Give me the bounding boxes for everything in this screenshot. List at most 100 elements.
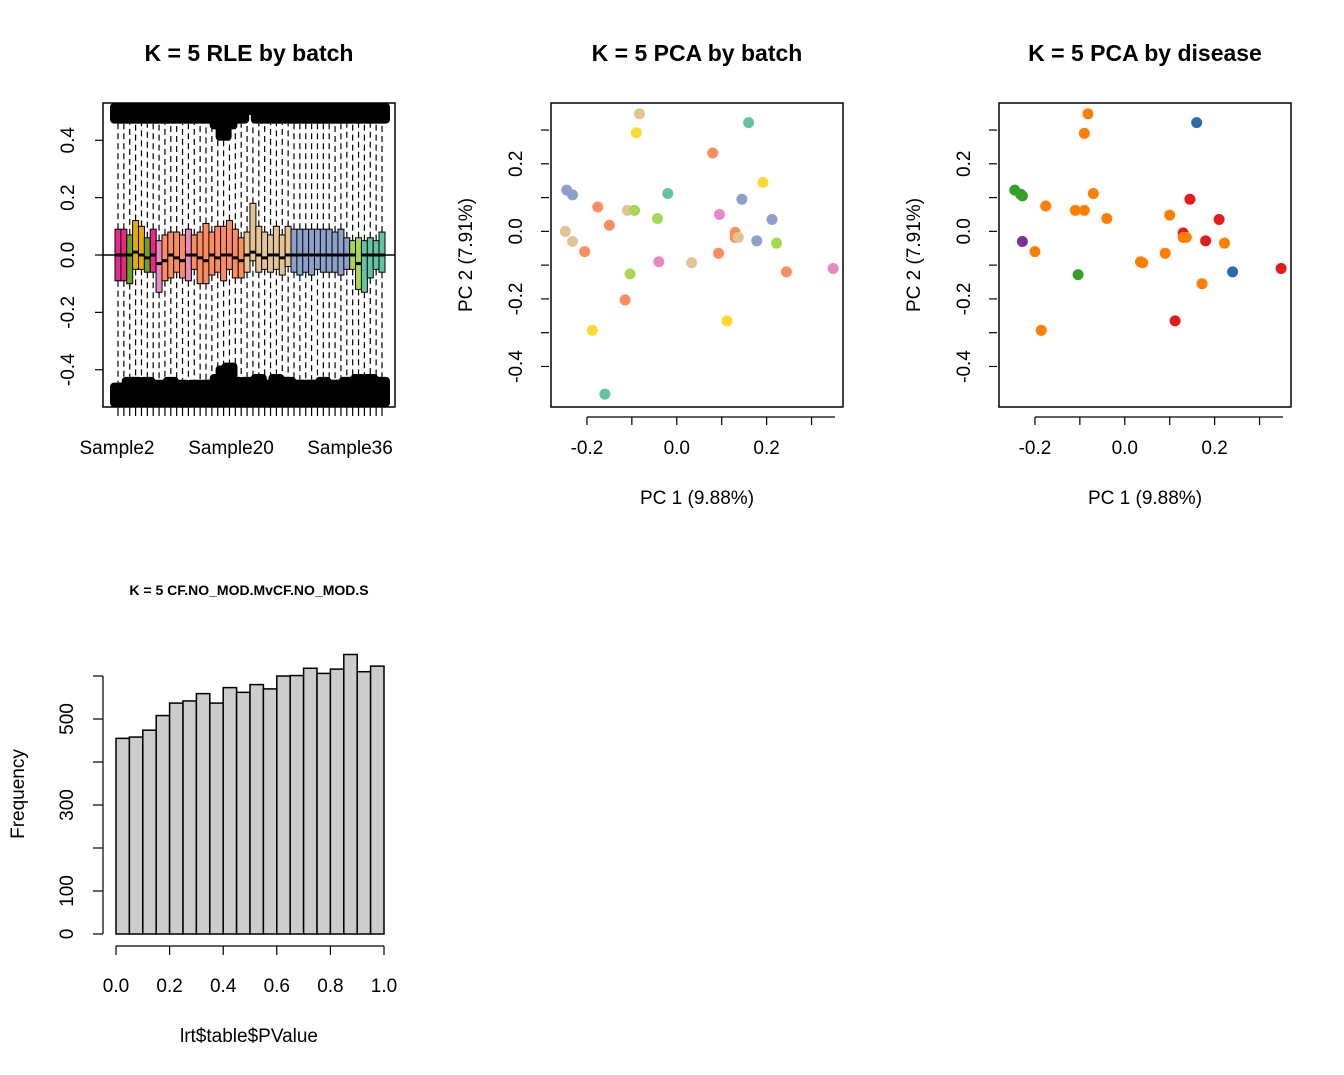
pca-batch-y-label: PC 2 (7.91%) [456, 198, 477, 312]
pca-batch-point [630, 127, 642, 139]
rle-box [290, 228, 298, 273]
pca-disease-y-tick-label: 0.2 [954, 151, 975, 177]
rle-box [272, 225, 280, 270]
pca-batch-point [653, 256, 665, 268]
rle-y-axis: -0.4 -0.2 0.0 0.2 0.4 [58, 127, 103, 386]
histogram-bar [289, 674, 305, 935]
pca-batch-point [766, 214, 778, 226]
rle-box [126, 234, 134, 285]
histogram-bar [209, 702, 224, 935]
histogram-bar [262, 688, 278, 935]
pca-disease-point [1184, 193, 1196, 205]
histogram-bar [235, 691, 251, 935]
pca-disease-point [1191, 117, 1203, 129]
pca-disease-panel: K = 5 PCA by disease -0.2 0.0 0.2 -0.4 -0.2 0… [904, 40, 1292, 509]
rle-box [319, 228, 327, 273]
pca-batch-axes: -0.2 0.0 0.2 -0.4 -0.2 0.0 0.2 [506, 129, 835, 459]
pca-batch-point [713, 247, 725, 259]
histogram-x-tick-label: 0.6 [264, 976, 290, 997]
pca-batch-point [651, 213, 663, 225]
rle-box [161, 234, 169, 282]
rle-outliers-low [374, 376, 390, 407]
rle-x-tick-label: Sample2 [80, 438, 155, 459]
pca-batch-y-tick-label: 0.0 [506, 218, 527, 244]
histogram-axes: 0 100 300 500 0.0 0.2 0.4 0.6 0.8 1.0 [57, 675, 397, 997]
pca-disease-y-tick-label: 0.0 [954, 218, 975, 244]
pca-batch-point [751, 235, 763, 247]
pca-batch-y-tick-label: -0.2 [506, 283, 527, 316]
rle-box [137, 225, 145, 270]
pca-batch-points [559, 108, 839, 400]
pca-disease-point [1029, 246, 1041, 258]
pca-disease-points [1009, 108, 1287, 336]
pca-disease-y-tick-label: -0.2 [954, 283, 975, 316]
pca-disease-point [1219, 237, 1231, 249]
pca-batch-point [592, 201, 604, 213]
histogram-y-label: Frequency [8, 749, 29, 839]
pca-disease-point [1078, 204, 1090, 216]
pca-batch-point [713, 208, 725, 220]
histogram-y-tick-label: 500 [57, 703, 78, 735]
pca-batch-point [619, 294, 631, 306]
rle-box [255, 225, 263, 273]
pca-batch-x-tick-label: -0.2 [571, 438, 604, 459]
histogram-bar [316, 672, 332, 935]
pca-batch-point [707, 147, 719, 159]
histogram-bar [302, 667, 318, 935]
pca-disease-point [1169, 315, 1181, 327]
pca-disease-point [1101, 213, 1113, 225]
pca-batch-point [567, 189, 579, 201]
pca-disease-point [1078, 127, 1090, 139]
rle-box [155, 240, 163, 293]
histogram-bar [115, 737, 131, 935]
pca-disease-y-tick-label: -0.4 [954, 350, 975, 383]
pca-disease-title: K = 5 PCA by disease [1028, 40, 1262, 66]
pca-batch-point [827, 263, 839, 275]
pca-disease-point [1040, 200, 1052, 212]
pca-disease-x-label: PC 1 (9.88%) [1088, 488, 1202, 509]
pca-batch-point [629, 204, 641, 216]
pca-disease-point [1275, 263, 1287, 275]
rle-boxes [103, 103, 395, 407]
pca-batch-point [721, 315, 733, 327]
histogram-bar [222, 686, 238, 935]
pca-disease-point [1035, 324, 1047, 336]
rle-box [331, 231, 339, 273]
rle-box [325, 228, 333, 273]
rle-box [366, 237, 374, 279]
pca-batch-title: K = 5 PCA by batch [592, 40, 803, 66]
histogram-title: K = 5 CF.NO_MOD.MvCF.NO_MOD.S [129, 582, 368, 598]
pca-batch-point [559, 225, 571, 237]
pca-disease-x-tick-label: 0.2 [1201, 438, 1227, 459]
histogram-x-tick-label: 0.0 [103, 976, 129, 997]
rle-panel: K = 5 RLE by batch -0.4 -0.2 0.0 0.2 0.4 Sam… [58, 40, 396, 459]
rle-box [284, 225, 292, 267]
pca-disease-point [1072, 269, 1084, 281]
histogram-bar [356, 670, 372, 935]
pca-batch-point [732, 231, 744, 243]
rle-box [243, 231, 251, 273]
rle-box [237, 237, 245, 279]
pca-disease-plot-frame [998, 102, 1292, 408]
histogram-y-tick-label: 300 [57, 789, 78, 821]
rle-box [360, 240, 368, 293]
histogram-bar [195, 692, 211, 935]
pca-batch-point [743, 117, 755, 129]
rle-box [337, 228, 345, 276]
histogram-y-tick-label: 0 [57, 929, 78, 940]
rle-box [302, 228, 310, 273]
rle-box [202, 222, 210, 285]
histogram-y-tick-label: 100 [57, 875, 78, 907]
pca-batch-point [736, 193, 748, 205]
pca-disease-point [1159, 247, 1171, 259]
pca-batch-x-tick-label: 0.0 [664, 438, 690, 459]
rle-box [261, 231, 269, 270]
pca-disease-point [1164, 209, 1176, 221]
pca-disease-point [1227, 266, 1239, 278]
histogram-x-tick-label: 1.0 [371, 976, 397, 997]
histogram-bar [155, 714, 171, 935]
pca-batch-point [686, 257, 698, 269]
rle-x-tick-label: Sample20 [188, 438, 274, 459]
pca-batch-point [579, 246, 591, 258]
